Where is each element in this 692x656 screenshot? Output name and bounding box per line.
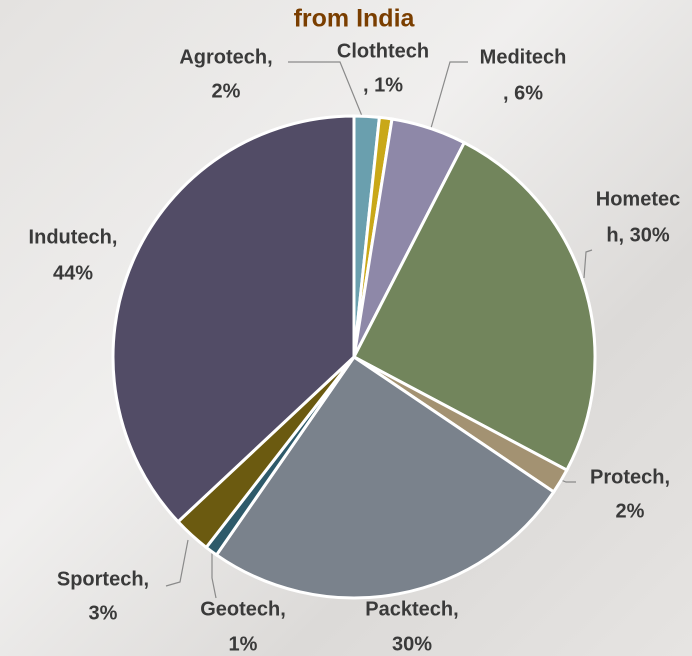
data-label: Sportech,	[57, 568, 149, 590]
leader-line	[211, 552, 217, 599]
data-label: 2%	[616, 500, 645, 522]
data-label: 30%	[392, 633, 432, 655]
pie-slice	[214, 354, 556, 600]
data-label: , 6%	[503, 82, 543, 104]
leader-line	[288, 61, 363, 117]
leader-line	[165, 539, 189, 587]
data-label: Meditech	[480, 46, 567, 68]
data-label: Agrotech,	[179, 46, 272, 68]
data-label: 44%	[53, 262, 93, 284]
data-label: Hometec	[596, 188, 680, 210]
data-label: Indutech,	[29, 226, 118, 248]
data-label: , 1%	[363, 74, 403, 96]
data-label: Protech,	[590, 466, 670, 488]
leader-line	[583, 249, 593, 279]
data-label: Packtech,	[365, 598, 458, 620]
leader-line	[430, 61, 468, 129]
data-label: 3%	[89, 602, 118, 624]
data-label: Clothtech	[337, 40, 429, 62]
data-label: h, 30%	[606, 224, 670, 246]
chart-title: from India	[294, 5, 416, 33]
data-label: 1%	[229, 633, 258, 655]
data-label: Geotech,	[200, 598, 286, 620]
data-label: 2%	[212, 80, 241, 102]
pie-slice	[111, 114, 356, 524]
leader-lines	[165, 61, 593, 599]
